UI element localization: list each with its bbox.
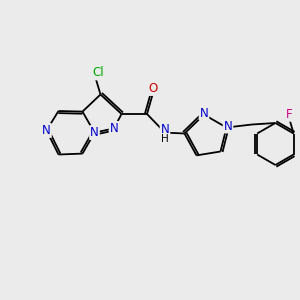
Text: N: N	[160, 123, 169, 136]
Text: N: N	[110, 122, 118, 135]
Text: N: N	[90, 126, 99, 139]
Text: N: N	[224, 119, 232, 133]
Text: Cl: Cl	[92, 66, 104, 80]
Text: F: F	[286, 108, 292, 121]
Text: N: N	[200, 106, 208, 120]
Text: O: O	[148, 82, 158, 95]
Text: N: N	[42, 124, 51, 137]
Text: H: H	[161, 134, 169, 144]
